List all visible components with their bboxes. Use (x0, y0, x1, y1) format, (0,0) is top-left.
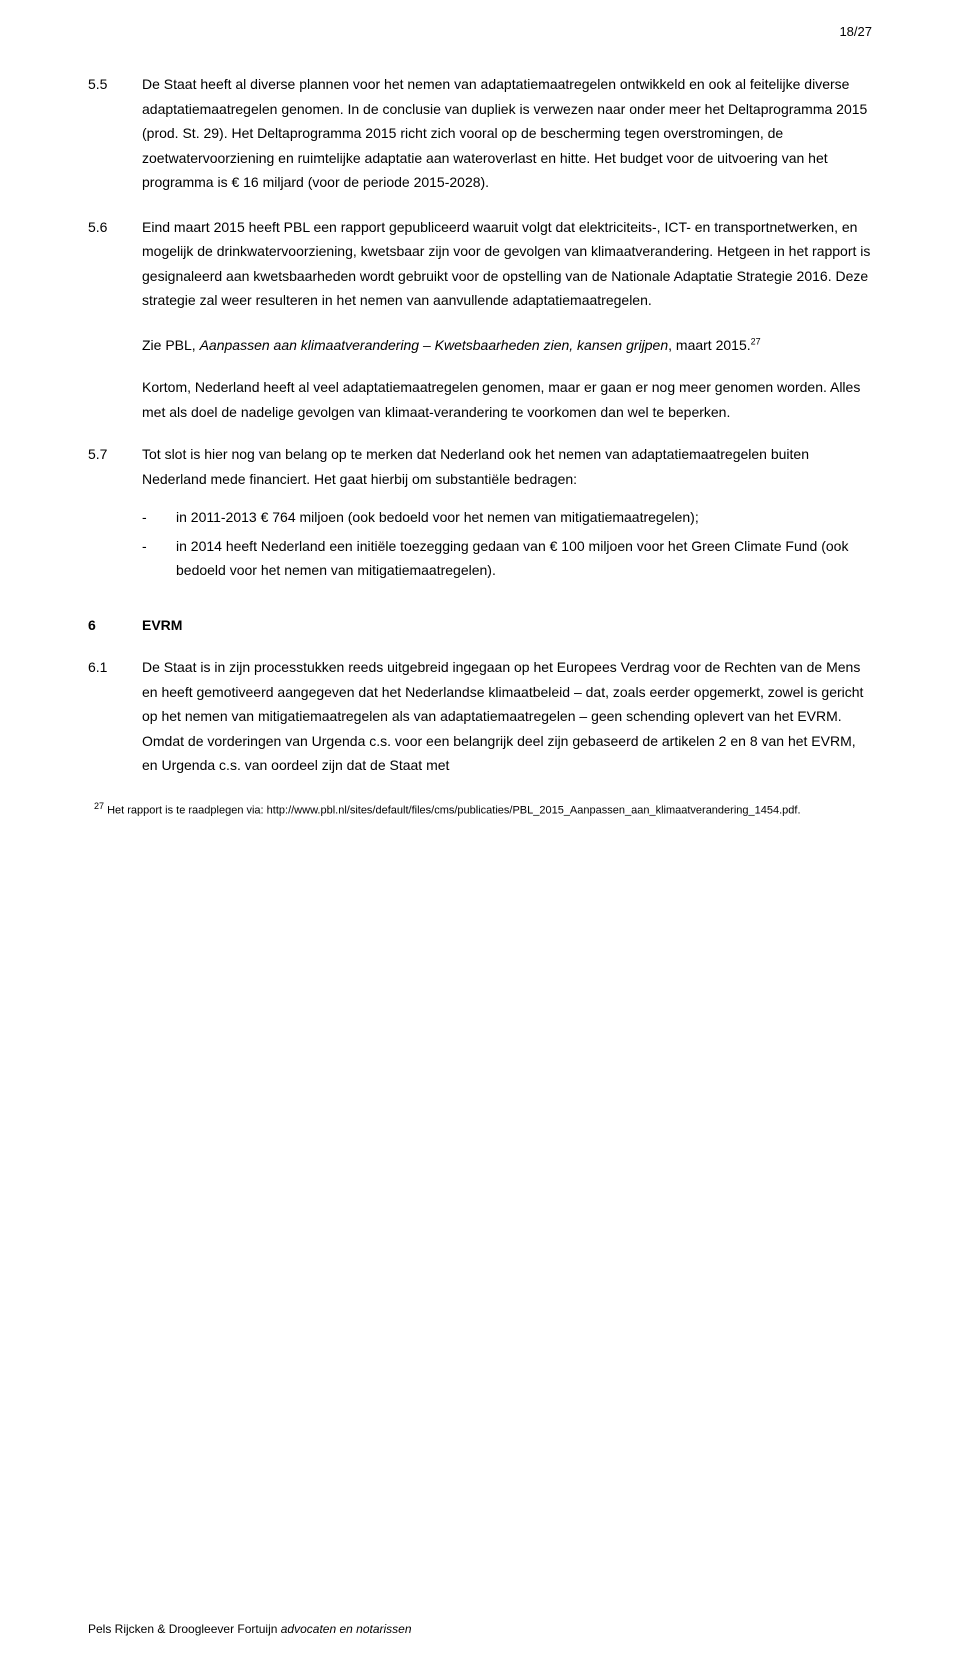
list-item-text: in 2014 heeft Nederland een initiële toe… (176, 534, 872, 583)
list-item: - in 2014 heeft Nederland een initiële t… (142, 534, 872, 583)
heading-label: EVRM (142, 613, 872, 638)
footnote-text: Het rapport is te raadplegen via: http:/… (104, 804, 800, 816)
paragraph-number: 6.1 (88, 655, 142, 778)
paragraph-body: De Staat is in zijn processtukken reeds … (142, 655, 872, 778)
reference-block: Zie PBL, Aanpassen aan klimaatveranderin… (142, 333, 872, 358)
paragraph-6-1: 6.1 De Staat is in zijn processtukken re… (88, 655, 872, 778)
list-item-text: in 2011-2013 € 764 miljoen (ook bedoeld … (176, 505, 699, 530)
dash-icon: - (142, 505, 176, 530)
paragraph-number: 5.5 (88, 72, 142, 195)
footer-firm: Pels Rijcken & Droogleever Fortuijn (88, 1622, 281, 1636)
paragraph-body: De Staat heeft al diverse plannen voor h… (142, 72, 872, 195)
footnote-27: 27 Het rapport is te raadplegen via: htt… (108, 800, 872, 819)
page-number: 18/27 (839, 24, 872, 39)
paragraph-body: Kortom, Nederland heeft al veel adaptati… (142, 375, 872, 424)
bullet-list: - in 2011-2013 € 764 miljoen (ook bedoel… (142, 505, 872, 583)
paragraph-5-7: 5.7 Tot slot is hier nog van belang op t… (88, 442, 872, 587)
footer-role: advocaten en notarissen (281, 1622, 412, 1636)
paragraph-body: Eind maart 2015 heeft PBL een rapport ge… (142, 215, 872, 313)
document-page: 18/27 5.5 De Staat heeft al diverse plan… (0, 0, 960, 1664)
page-footer: Pels Rijcken & Droogleever Fortuijn advo… (88, 1622, 412, 1636)
footnote-marker: 27 (751, 336, 761, 346)
reference-title: Aanpassen aan klimaatverandering – Kwets… (200, 337, 669, 353)
paragraph-5-5: 5.5 De Staat heeft al diverse plannen vo… (88, 72, 872, 195)
heading-number: 6 (88, 613, 142, 638)
footnote-number: 27 (94, 801, 104, 811)
paragraph-number: 5.7 (88, 442, 142, 587)
reference-prefix: Zie PBL, (142, 337, 200, 353)
paragraph-5-6: 5.6 Eind maart 2015 heeft PBL een rappor… (88, 215, 872, 313)
reference-suffix: , maart 2015. (668, 337, 751, 353)
dash-icon: - (142, 534, 176, 583)
paragraph-text: Tot slot is hier nog van belang op te me… (142, 446, 809, 487)
list-item: - in 2011-2013 € 764 miljoen (ook bedoel… (142, 505, 872, 530)
paragraph-number: 5.6 (88, 215, 142, 313)
section-heading-6: 6 EVRM (88, 613, 872, 638)
paragraph-body: Tot slot is hier nog van belang op te me… (142, 442, 872, 587)
